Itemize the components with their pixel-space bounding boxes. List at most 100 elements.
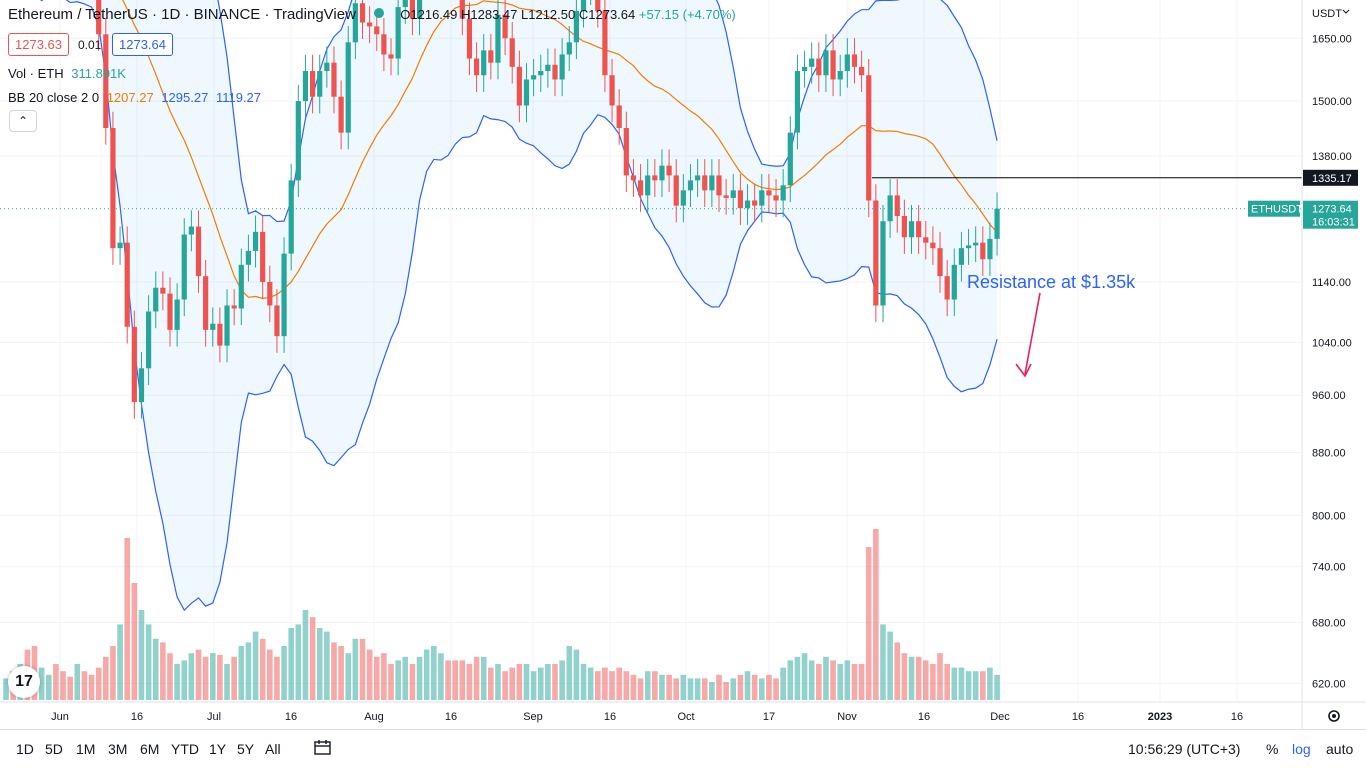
- timeframe-5d-button[interactable]: 5D: [45, 741, 63, 757]
- symbol-title[interactable]: Ethereum / TetherUS · 1D · BINANCE · Tra…: [8, 6, 356, 23]
- volume-bar: [552, 664, 558, 700]
- volume-bar: [801, 653, 808, 700]
- price-axis-bg: [1302, 0, 1366, 730]
- volume-bars: [3, 529, 1000, 700]
- x-tick-label: 16: [445, 711, 457, 723]
- volume-value: 311.891K: [71, 66, 126, 81]
- candle-body: [766, 190, 772, 196]
- candle-body: [737, 190, 743, 209]
- volume-bar: [594, 671, 601, 700]
- volume-label: Vol · ETH: [8, 66, 64, 81]
- timeframe-ytd-button[interactable]: YTD: [171, 741, 199, 757]
- volume-bar: [60, 671, 66, 700]
- volume-legend[interactable]: Vol · ETH 311.891K: [8, 66, 126, 81]
- candle-body: [973, 242, 979, 246]
- volume-bar: [416, 656, 423, 700]
- countdown-label: 16:03:31: [1312, 217, 1355, 229]
- candles: [96, 0, 1000, 419]
- candle-body: [887, 195, 893, 222]
- volume-bar: [316, 628, 323, 700]
- volume-bar: [473, 656, 480, 700]
- volume-bar: [195, 649, 202, 700]
- timeframe-all-button[interactable]: All: [265, 741, 281, 757]
- candle-body: [780, 185, 786, 201]
- tradingview-logo[interactable]: 17: [8, 666, 40, 698]
- x-tick-label: Nov: [837, 711, 857, 723]
- volume-bar: [423, 649, 430, 700]
- candle-body: [502, 14, 508, 39]
- percent-scale-toggle[interactable]: %: [1266, 741, 1279, 757]
- volume-bar: [865, 547, 872, 700]
- annotation-arrowhead: [1015, 363, 1032, 378]
- timeframe-1d-button[interactable]: 1D: [16, 741, 34, 757]
- volume-bar: [209, 653, 216, 700]
- candle-body: [702, 175, 708, 191]
- volume-bar: [445, 660, 451, 700]
- candle-body: [809, 58, 815, 67]
- candle-body: [509, 38, 515, 67]
- candle-body: [203, 276, 209, 330]
- volume-bar: [395, 660, 401, 700]
- y-tick-label: 880.00: [1312, 448, 1346, 460]
- volume-bar: [994, 674, 1000, 700]
- timeframe-5y-button[interactable]: 5Y: [237, 741, 255, 757]
- buy-price-button[interactable]: 1273.64: [112, 33, 173, 56]
- candle-body: [317, 71, 323, 97]
- candle-body: [352, 3, 358, 43]
- bollinger-legend[interactable]: BB 20 close 2 0 1207.27 1295.27 1119.27: [8, 90, 261, 105]
- y-tick-label: 620.00: [1312, 678, 1346, 690]
- symbol-tag-label: ETHUSDT: [1251, 204, 1303, 216]
- volume-bar: [687, 678, 694, 700]
- sell-price-button[interactable]: 1273.63: [8, 33, 69, 56]
- collapse-legend-button[interactable]: ⌃: [9, 110, 37, 132]
- volume-bar: [259, 638, 266, 700]
- candle-body: [103, 34, 109, 128]
- candle-body: [538, 71, 544, 76]
- volume-bar: [744, 671, 751, 700]
- candle-body: [181, 234, 187, 300]
- bb-basis-value: 1207.27: [106, 90, 154, 105]
- candle-body: [488, 50, 494, 63]
- candle-body: [167, 293, 173, 330]
- x-tick-label: Jun: [51, 711, 69, 723]
- timeframe-6m-button[interactable]: 6M: [140, 741, 160, 757]
- volume-bar: [388, 664, 394, 700]
- volume-bar: [95, 667, 102, 700]
- volume-bar: [309, 617, 316, 700]
- candle-body: [345, 42, 351, 133]
- volume-bar: [480, 656, 487, 700]
- timeframe-3m-button[interactable]: 3M: [108, 741, 128, 757]
- candle-body: [260, 231, 266, 282]
- auto-scale-toggle[interactable]: auto: [1326, 741, 1354, 757]
- volume-bar: [152, 638, 159, 700]
- volume-bar: [530, 671, 537, 700]
- x-tick-label: 2023: [1148, 711, 1172, 723]
- y-tick-label: 1380.00: [1312, 151, 1352, 163]
- resistance-price-label: 1335.17: [1312, 173, 1352, 185]
- settings-gear-icon[interactable]: [1328, 710, 1340, 722]
- candle-body: [773, 195, 779, 201]
- log-scale-toggle[interactable]: log: [1292, 741, 1311, 757]
- candle-body: [160, 287, 166, 294]
- candle-body: [545, 64, 551, 72]
- volume-bar: [466, 664, 473, 700]
- candle-body: [930, 242, 936, 249]
- volume-bar: [915, 656, 922, 700]
- y-tick-label: 1650.00: [1312, 33, 1352, 45]
- candle-body: [559, 54, 565, 80]
- timeframe-1y-button[interactable]: 1Y: [209, 741, 227, 757]
- volume-bar: [110, 646, 116, 700]
- timeframe-1m-button[interactable]: 1M: [76, 741, 96, 757]
- volume-bar: [523, 664, 530, 700]
- volume-bar: [630, 674, 637, 700]
- bb-basis-line: [122, 0, 998, 300]
- candle-body: [473, 58, 480, 76]
- candle-body: [987, 238, 993, 260]
- date-range-icon[interactable]: [313, 738, 333, 761]
- volume-bar: [958, 667, 965, 700]
- candle-body: [916, 221, 922, 238]
- volume-bar: [38, 667, 45, 700]
- clock-timezone[interactable]: 10:56:29 (UTC+3): [1128, 741, 1241, 757]
